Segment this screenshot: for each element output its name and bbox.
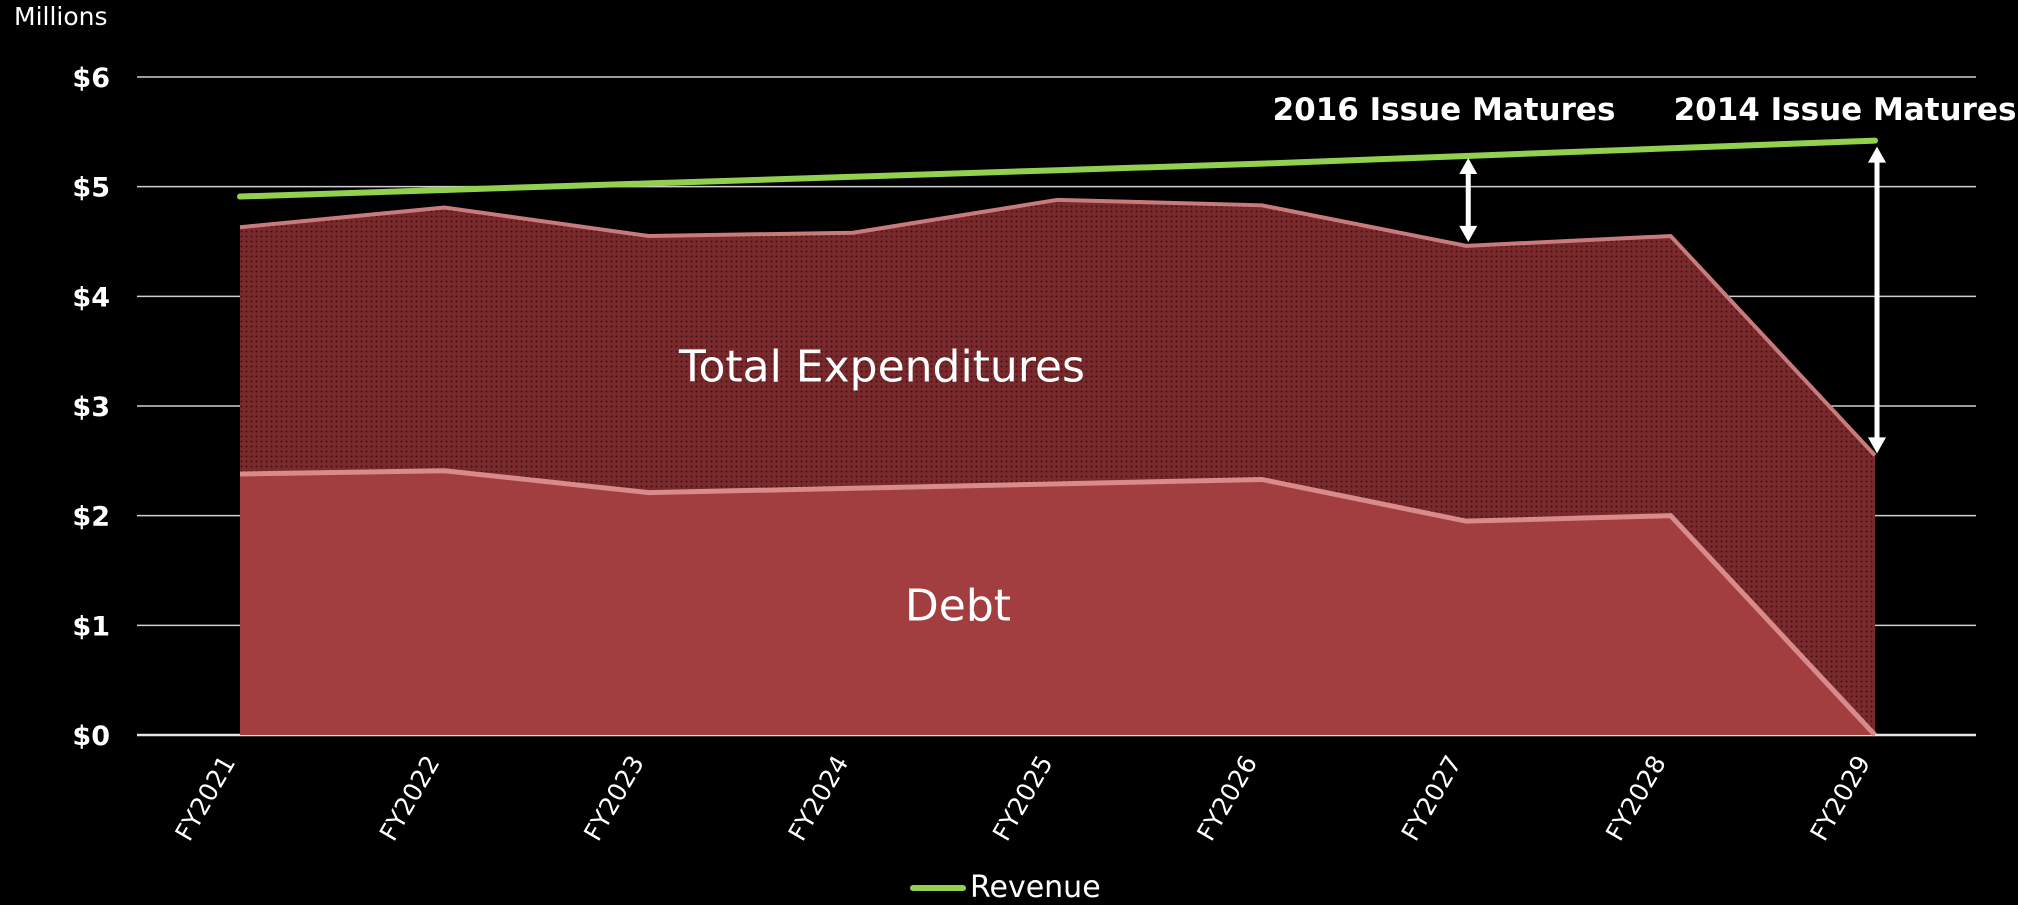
y-tick-label: $3 <box>72 392 110 423</box>
x-tick-label: FY2028 <box>1600 751 1672 846</box>
issue-2016-arrow-head-top <box>1459 157 1478 174</box>
legend-revenue-swatch <box>910 884 966 891</box>
y-tick-label: $2 <box>72 502 110 533</box>
x-tick-label: FY2027 <box>1396 751 1468 846</box>
debt-label: Debt <box>905 581 1011 632</box>
x-tick-label: FY2021 <box>169 751 241 846</box>
x-tick-label: FY2026 <box>1191 751 1263 846</box>
issue-2014-arrow-head-bottom <box>1868 437 1886 454</box>
x-tick-label: FY2029 <box>1804 751 1876 846</box>
debt-edge <box>239 468 1877 737</box>
legend-revenue-label: Revenue <box>970 870 1101 905</box>
y-tick-label: $5 <box>72 173 110 204</box>
x-tick-label: FY2024 <box>783 751 855 846</box>
x-tick-label: FY2022 <box>374 751 446 846</box>
y-tick-label: $4 <box>72 282 110 313</box>
issue-2016-arrow-head-bottom <box>1459 225 1478 242</box>
revenue-line <box>237 137 1878 200</box>
y-tick-label: $6 <box>72 63 110 94</box>
issue-2016-label: 2016 Issue Matures <box>1273 92 1616 128</box>
y-tick-label: $1 <box>72 611 110 642</box>
y-unit-label: Millions <box>14 2 108 31</box>
legend: Revenue <box>910 870 1101 905</box>
x-tick-label: FY2025 <box>987 751 1059 846</box>
debt-area <box>240 470 1875 735</box>
total-expenditures-edge <box>239 197 1877 457</box>
x-tick-label: FY2023 <box>578 751 650 846</box>
total-expenditures-label: Total Expenditures <box>678 342 1085 393</box>
issue-2014-label: 2014 Issue Matures <box>1674 92 2017 128</box>
y-tick-label: $0 <box>72 721 110 752</box>
issue-2014-arrow-head-top <box>1868 146 1886 163</box>
